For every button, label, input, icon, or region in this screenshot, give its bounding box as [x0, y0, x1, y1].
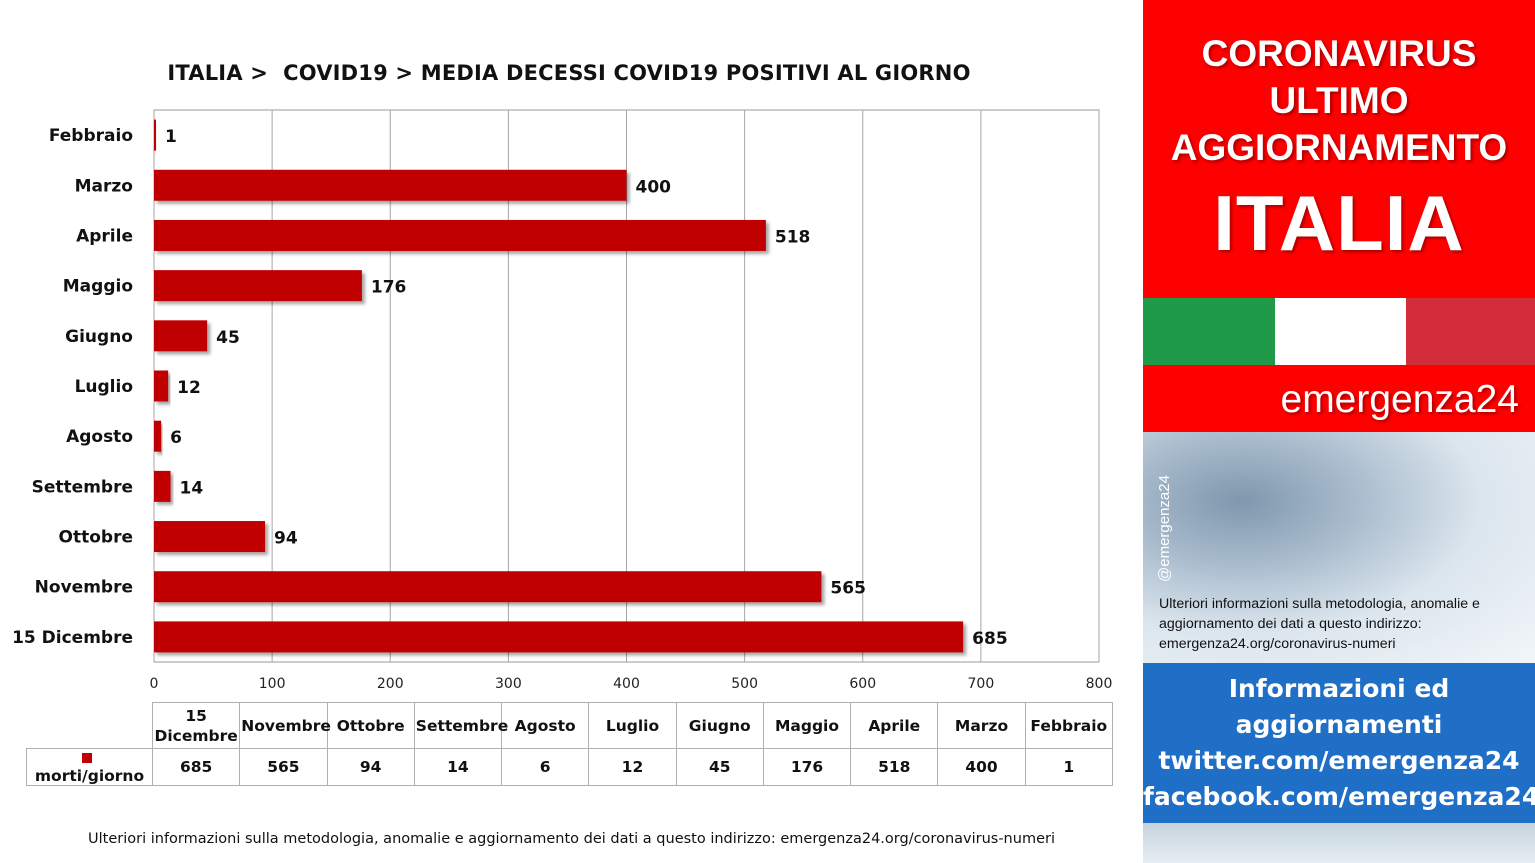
data-table-header-cell: Ottobre: [326, 702, 415, 749]
data-table-value-row: morti/giorno 685 565 94 14 6 12 45 176 5…: [26, 748, 1113, 786]
data-table-header-cell: Novembre: [239, 702, 331, 749]
data-label: 6: [170, 428, 182, 448]
category-label: Giugno: [65, 327, 133, 347]
methodology-note: Ulteriori informazioni sulla metodologia…: [1159, 596, 1480, 652]
data-table-value-cell: 565: [239, 748, 328, 786]
category-label: Aprile: [76, 226, 133, 246]
category-label: Ottobre: [59, 528, 133, 548]
headline-banner: [1143, 0, 1535, 298]
data-table-value-cell: 1: [1024, 748, 1113, 786]
data-table-header-cell: Maggio: [762, 702, 852, 749]
data-table-value-cell: 400: [937, 748, 1026, 786]
bar: [154, 169, 627, 201]
brand-name: emergenza24: [1280, 378, 1520, 421]
x-tick-label: 300: [495, 676, 522, 692]
side-panel: CORONAVIRUS ULTIMO AGGIORNAMENTO ITALIA …: [1143, 0, 1535, 863]
flag-white-stripe: [1275, 298, 1406, 365]
category-label: 15 Dicembre: [12, 628, 133, 648]
country-name: ITALIA: [1213, 179, 1465, 267]
info-line: Informazioni ed: [1228, 674, 1450, 703]
bar: [154, 470, 171, 502]
data-table-value-cell: 685: [151, 748, 241, 786]
x-tick-label: 800: [1086, 676, 1113, 692]
headline: CORONAVIRUS ULTIMO AGGIORNAMENTO: [1143, 30, 1535, 171]
x-tick-label: 700: [968, 676, 995, 692]
twitter-link[interactable]: twitter.com/emergenza24: [1158, 746, 1520, 775]
flag-green-stripe: [1143, 298, 1275, 365]
data-label: 1: [165, 127, 177, 147]
background-photo-bottom: [1143, 823, 1535, 863]
headline-line: ULTIMO: [1269, 80, 1409, 121]
data-table-value-cell: 176: [762, 748, 852, 786]
data-label: 400: [636, 177, 672, 197]
data-table-header-cell: Marzo: [937, 702, 1026, 749]
category-label: Settembre: [32, 477, 133, 497]
headline-line: AGGIORNAMENTO: [1170, 127, 1508, 168]
data-table-header-cell: Giugno: [675, 702, 764, 749]
data-label: 176: [371, 278, 407, 298]
data-label: 94: [274, 529, 298, 549]
bar: [154, 370, 169, 402]
data-table-value-cell: 12: [588, 748, 677, 786]
background-photo: [1143, 432, 1535, 663]
data-table-value-cell: 6: [501, 748, 590, 786]
category-label: Luglio: [75, 377, 133, 397]
category-label: Maggio: [63, 277, 133, 297]
chart-area: ITALIA > COVID19 > MEDIA DECESSI COVID19…: [12, 61, 1113, 847]
data-label: 565: [830, 579, 866, 599]
category-label: Agosto: [66, 427, 133, 447]
flag-red-stripe: [1406, 298, 1535, 365]
data-label: 45: [216, 328, 240, 348]
x-tick-label: 100: [259, 676, 286, 692]
chart-title: ITALIA > COVID19 > MEDIA DECESSI COVID19…: [167, 61, 971, 85]
legend-key: [81, 753, 92, 763]
bar: [154, 621, 964, 653]
bar: [154, 571, 822, 603]
bar: [154, 420, 162, 452]
bar: [154, 270, 362, 302]
data-table-header-cell: Luglio: [588, 702, 677, 749]
data-label: 685: [972, 629, 1008, 649]
data-table-value-cell: 45: [675, 748, 764, 786]
category-label: Marzo: [75, 176, 133, 196]
category-label: Febbraio: [49, 126, 133, 146]
x-tick-label: 400: [613, 676, 640, 692]
brand-banner: [1143, 365, 1535, 432]
data-table-series-label: morti/giorno: [26, 748, 153, 786]
bar: [154, 521, 266, 553]
data-table-value-cell: 94: [326, 748, 415, 786]
bar: [154, 320, 208, 352]
data-label: 12: [177, 378, 201, 398]
data-table-header-cell: 15 Dicembre: [151, 702, 241, 749]
x-tick-label: 200: [377, 676, 404, 692]
series-name: morti/giorno: [34, 767, 145, 785]
data-table-header-cell: Agosto: [501, 702, 590, 749]
headline-line: CORONAVIRUS: [1201, 33, 1477, 74]
data-table-header-cell: Settembre: [413, 702, 508, 749]
bar: [154, 119, 156, 151]
info-line: aggiornamenti: [1235, 710, 1443, 739]
data-table: 15 Dicembre Novembre Ottobre Settembre A…: [26, 702, 1113, 786]
data-table-value-cell: 518: [850, 748, 939, 786]
category-label: Novembre: [35, 578, 133, 598]
x-tick-label: 0: [150, 676, 159, 692]
data-table-header-cell: Aprile: [850, 702, 939, 749]
bar-chart: 0 100 200 300 400 500 600 700 800 Febbraio 1 Marzo 4…: [12, 109, 1113, 692]
bar: [154, 219, 766, 251]
data-label: 518: [775, 227, 811, 247]
footnote: Ulteriori informazioni sulla metodologia…: [88, 831, 1055, 847]
data-table-header-row: 15 Dicembre Novembre Ottobre Settembre A…: [26, 702, 1113, 749]
social-banner: Informazioni ed aggiornamenti twitter.co…: [1143, 663, 1535, 823]
x-tick-label: 500: [731, 676, 758, 692]
data-table-corner: [26, 702, 153, 749]
data-table-value-cell: 14: [413, 748, 503, 786]
facebook-link[interactable]: facebook.com/emergenza24: [1143, 782, 1535, 811]
data-label: 14: [180, 478, 204, 498]
social-handle: @emergenza24: [1156, 475, 1173, 582]
data-table-header-cell: Febbraio: [1024, 702, 1113, 749]
x-tick-label: 600: [849, 676, 876, 692]
